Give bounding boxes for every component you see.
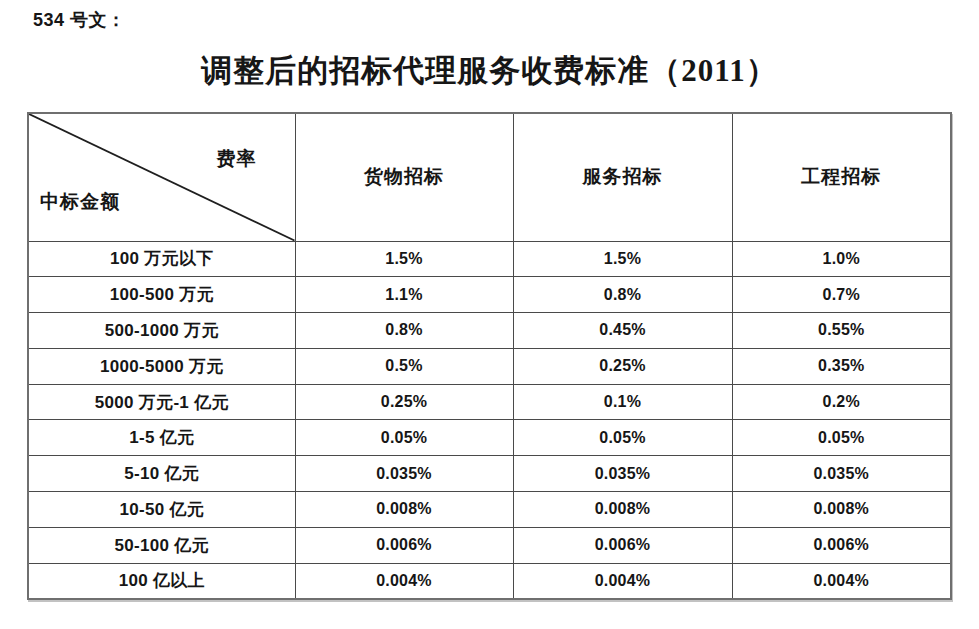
diagonal-header-cell: 费率 中标金额: [28, 113, 295, 241]
table-row: 5000 万元-1 亿元 0.25% 0.1% 0.2%: [28, 384, 951, 420]
rate-value: 0.035%: [295, 456, 513, 492]
rate-value: 1.1%: [295, 277, 513, 313]
row-label: 5000 万元-1 亿元: [28, 384, 295, 420]
rate-value: 1.0%: [732, 241, 951, 277]
rate-value: 0.25%: [513, 348, 732, 384]
rate-value: 0.035%: [732, 456, 951, 492]
document-page: 534 号文： 调整后的招标代理服务收费标准（2011） 费率 中标金额: [0, 0, 979, 629]
table-row: 1000-5000 万元 0.5% 0.25% 0.35%: [28, 348, 951, 384]
rate-value: 0.1%: [513, 384, 732, 420]
rate-value: 0.8%: [295, 313, 513, 349]
rate-value: 0.004%: [513, 563, 732, 599]
rate-value: 0.2%: [732, 384, 951, 420]
row-label: 100 亿以上: [28, 563, 295, 599]
row-label: 1-5 亿元: [28, 420, 295, 456]
rate-value: 0.006%: [513, 527, 732, 563]
page-title: 调整后的招标代理服务收费标准（2011）: [0, 50, 979, 92]
column-header-engineering: 工程招标: [732, 113, 951, 241]
table-header-row: 费率 中标金额 货物招标 服务招标 工程招标: [28, 113, 951, 241]
table-row: 100-500 万元 1.1% 0.8% 0.7%: [28, 277, 951, 313]
rate-value: 0.05%: [513, 420, 732, 456]
rate-value: 1.5%: [295, 241, 513, 277]
diagonal-divider-line: [29, 114, 295, 241]
rate-value: 0.55%: [732, 313, 951, 349]
rate-value: 0.006%: [295, 527, 513, 563]
column-header-goods: 货物招标: [295, 113, 513, 241]
corner-label-rate: 费率: [217, 146, 257, 172]
table-row: 10-50 亿元 0.008% 0.008% 0.008%: [28, 492, 951, 528]
rate-value: 0.45%: [513, 313, 732, 349]
table-row: 50-100 亿元 0.006% 0.006% 0.006%: [28, 527, 951, 563]
table-row: 100 亿以上 0.004% 0.004% 0.004%: [28, 563, 951, 599]
table-row: 100 万元以下 1.5% 1.5% 1.0%: [28, 241, 951, 277]
rate-value: 0.008%: [513, 492, 732, 528]
rate-value: 0.006%: [732, 527, 951, 563]
row-label: 100 万元以下: [28, 241, 295, 277]
rate-value: 0.25%: [295, 384, 513, 420]
rate-value: 1.5%: [513, 241, 732, 277]
table-row: 500-1000 万元 0.8% 0.45% 0.55%: [28, 313, 951, 349]
rate-value: 0.5%: [295, 348, 513, 384]
rate-value: 0.035%: [513, 456, 732, 492]
rate-value: 0.008%: [295, 492, 513, 528]
rate-value: 0.004%: [732, 563, 951, 599]
rate-value: 0.8%: [513, 277, 732, 313]
rate-value: 0.008%: [732, 492, 951, 528]
row-label: 10-50 亿元: [28, 492, 295, 528]
rate-value: 0.7%: [732, 277, 951, 313]
doc-number-label: 534 号文：: [33, 8, 126, 32]
row-label: 50-100 亿元: [28, 527, 295, 563]
row-label: 100-500 万元: [28, 277, 295, 313]
row-label: 500-1000 万元: [28, 313, 295, 349]
row-label: 1000-5000 万元: [28, 348, 295, 384]
column-header-services: 服务招标: [513, 113, 732, 241]
fee-table-container: 费率 中标金额 货物招标 服务招标 工程招标 100 万元以下 1.5% 1.5…: [27, 112, 952, 600]
rate-value: 0.35%: [732, 348, 951, 384]
table-row: 1-5 亿元 0.05% 0.05% 0.05%: [28, 420, 951, 456]
row-label: 5-10 亿元: [28, 456, 295, 492]
corner-label-bid-amount: 中标金额: [40, 189, 120, 215]
rate-value: 0.004%: [295, 563, 513, 599]
rate-value: 0.05%: [295, 420, 513, 456]
table-row: 5-10 亿元 0.035% 0.035% 0.035%: [28, 456, 951, 492]
rate-value: 0.05%: [732, 420, 951, 456]
fee-standard-table: 费率 中标金额 货物招标 服务招标 工程招标 100 万元以下 1.5% 1.5…: [27, 112, 952, 600]
